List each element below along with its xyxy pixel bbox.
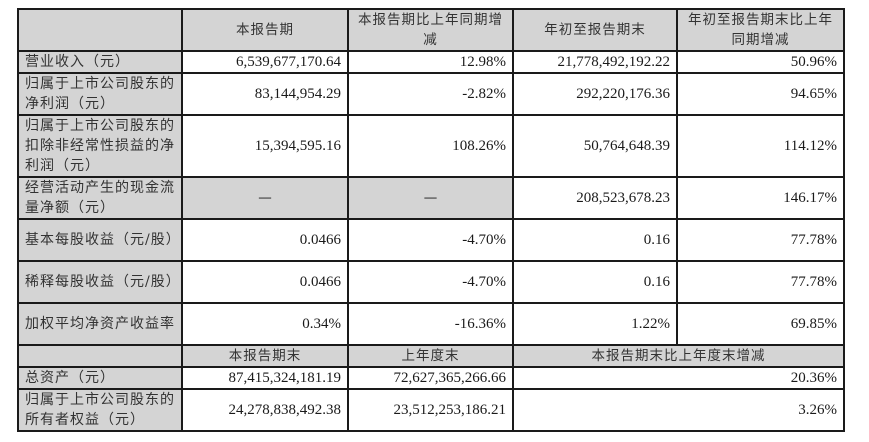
header-current-period: 本报告期	[181, 8, 349, 52]
row-label: 归属于上市公司股东的扣除非经常性损益的净利润（元）	[17, 114, 183, 178]
table-row: 经营活动产生的现金流量净额（元） — — 208,523,678.23 146.…	[17, 176, 845, 220]
cell-yoy: 108.26%	[347, 114, 514, 178]
cell-last-year-end: 23,512,253,186.21	[347, 388, 514, 432]
cell-yoy: -2.82%	[347, 72, 514, 116]
cell-current-end: 87,415,324,181.19	[181, 366, 349, 390]
cell-ytd: 0.16	[512, 218, 678, 262]
header2-change: 本报告期末比上年度末增减	[512, 344, 845, 368]
row-label: 总资产（元）	[17, 366, 183, 390]
cell-ytd-yoy: 114.12%	[676, 114, 845, 178]
header2-blank	[17, 344, 183, 368]
header2-last-year-end: 上年度末	[347, 344, 514, 368]
row-label: 稀释每股收益（元/股）	[17, 260, 183, 304]
header-current-yoy: 本报告期比上年同期增减	[347, 8, 514, 52]
row-label: 营业收入（元）	[17, 50, 183, 74]
cell-ytd: 292,220,176.36	[512, 72, 678, 116]
cell-current: 0.0466	[181, 218, 349, 262]
row-label: 基本每股收益（元/股）	[17, 218, 183, 262]
table-row: 营业收入（元） 6,539,677,170.64 12.98% 21,778,4…	[17, 50, 845, 74]
cell-ytd-yoy: 77.78%	[676, 260, 845, 304]
header2-current-end: 本报告期末	[181, 344, 349, 368]
cell-yoy: -4.70%	[347, 218, 514, 262]
cell-current: 0.34%	[181, 302, 349, 346]
table-row: 基本每股收益（元/股） 0.0466 -4.70% 0.16 77.78%	[17, 218, 845, 262]
cell-ytd: 0.16	[512, 260, 678, 304]
header-ytd-yoy: 年初至报告期末比上年同期增减	[676, 8, 845, 52]
cell-yoy: -4.70%	[347, 260, 514, 304]
cell-yoy: -16.36%	[347, 302, 514, 346]
cell-current: 83,144,954.29	[181, 72, 349, 116]
header-ytd: 年初至报告期末	[512, 8, 678, 52]
cell-current: 0.0466	[181, 260, 349, 304]
cell-current: 15,394,595.16	[181, 114, 349, 178]
cell-current-end: 24,278,838,492.38	[181, 388, 349, 432]
cell-current: 6,539,677,170.64	[181, 50, 349, 74]
table-row: 总资产（元） 87,415,324,181.19 72,627,365,266.…	[17, 366, 845, 390]
cell-change: 3.26%	[512, 388, 845, 432]
cell-ytd-yoy: 77.78%	[676, 218, 845, 262]
cell-ytd: 50,764,648.39	[512, 114, 678, 178]
table-row: 归属于上市公司股东的所有者权益（元） 24,278,838,492.38 23,…	[17, 388, 845, 432]
cell-ytd-yoy: 50.96%	[676, 50, 845, 74]
header-row: 本报告期 本报告期比上年同期增减 年初至报告期末 年初至报告期末比上年同期增减	[17, 8, 845, 52]
row-label: 加权平均净资产收益率	[17, 302, 183, 346]
header-blank	[17, 8, 183, 52]
cell-yoy: —	[347, 176, 514, 220]
cell-change: 20.36%	[512, 366, 845, 390]
table-row: 归属于上市公司股东的净利润（元） 83,144,954.29 -2.82% 29…	[17, 72, 845, 116]
cell-ytd-yoy: 94.65%	[676, 72, 845, 116]
cell-ytd-yoy: 146.17%	[676, 176, 845, 220]
financial-summary-table: 本报告期 本报告期比上年同期增减 年初至报告期末 年初至报告期末比上年同期增减 …	[17, 8, 845, 432]
cell-ytd: 208,523,678.23	[512, 176, 678, 220]
table-row: 归属于上市公司股东的扣除非经常性损益的净利润（元） 15,394,595.16 …	[17, 114, 845, 178]
cell-last-year-end: 72,627,365,266.66	[347, 366, 514, 390]
header-row-2: 本报告期末 上年度末 本报告期末比上年度末增减	[17, 344, 845, 368]
table-row: 加权平均净资产收益率 0.34% -16.36% 1.22% 69.85%	[17, 302, 845, 346]
row-label: 归属于上市公司股东的净利润（元）	[17, 72, 183, 116]
cell-ytd: 1.22%	[512, 302, 678, 346]
cell-ytd: 21,778,492,192.22	[512, 50, 678, 74]
cell-yoy: 12.98%	[347, 50, 514, 74]
cell-current: —	[181, 176, 349, 220]
cell-ytd-yoy: 69.85%	[676, 302, 845, 346]
row-label: 经营活动产生的现金流量净额（元）	[17, 176, 183, 220]
row-label: 归属于上市公司股东的所有者权益（元）	[17, 388, 183, 432]
table-row: 稀释每股收益（元/股） 0.0466 -4.70% 0.16 77.78%	[17, 260, 845, 304]
